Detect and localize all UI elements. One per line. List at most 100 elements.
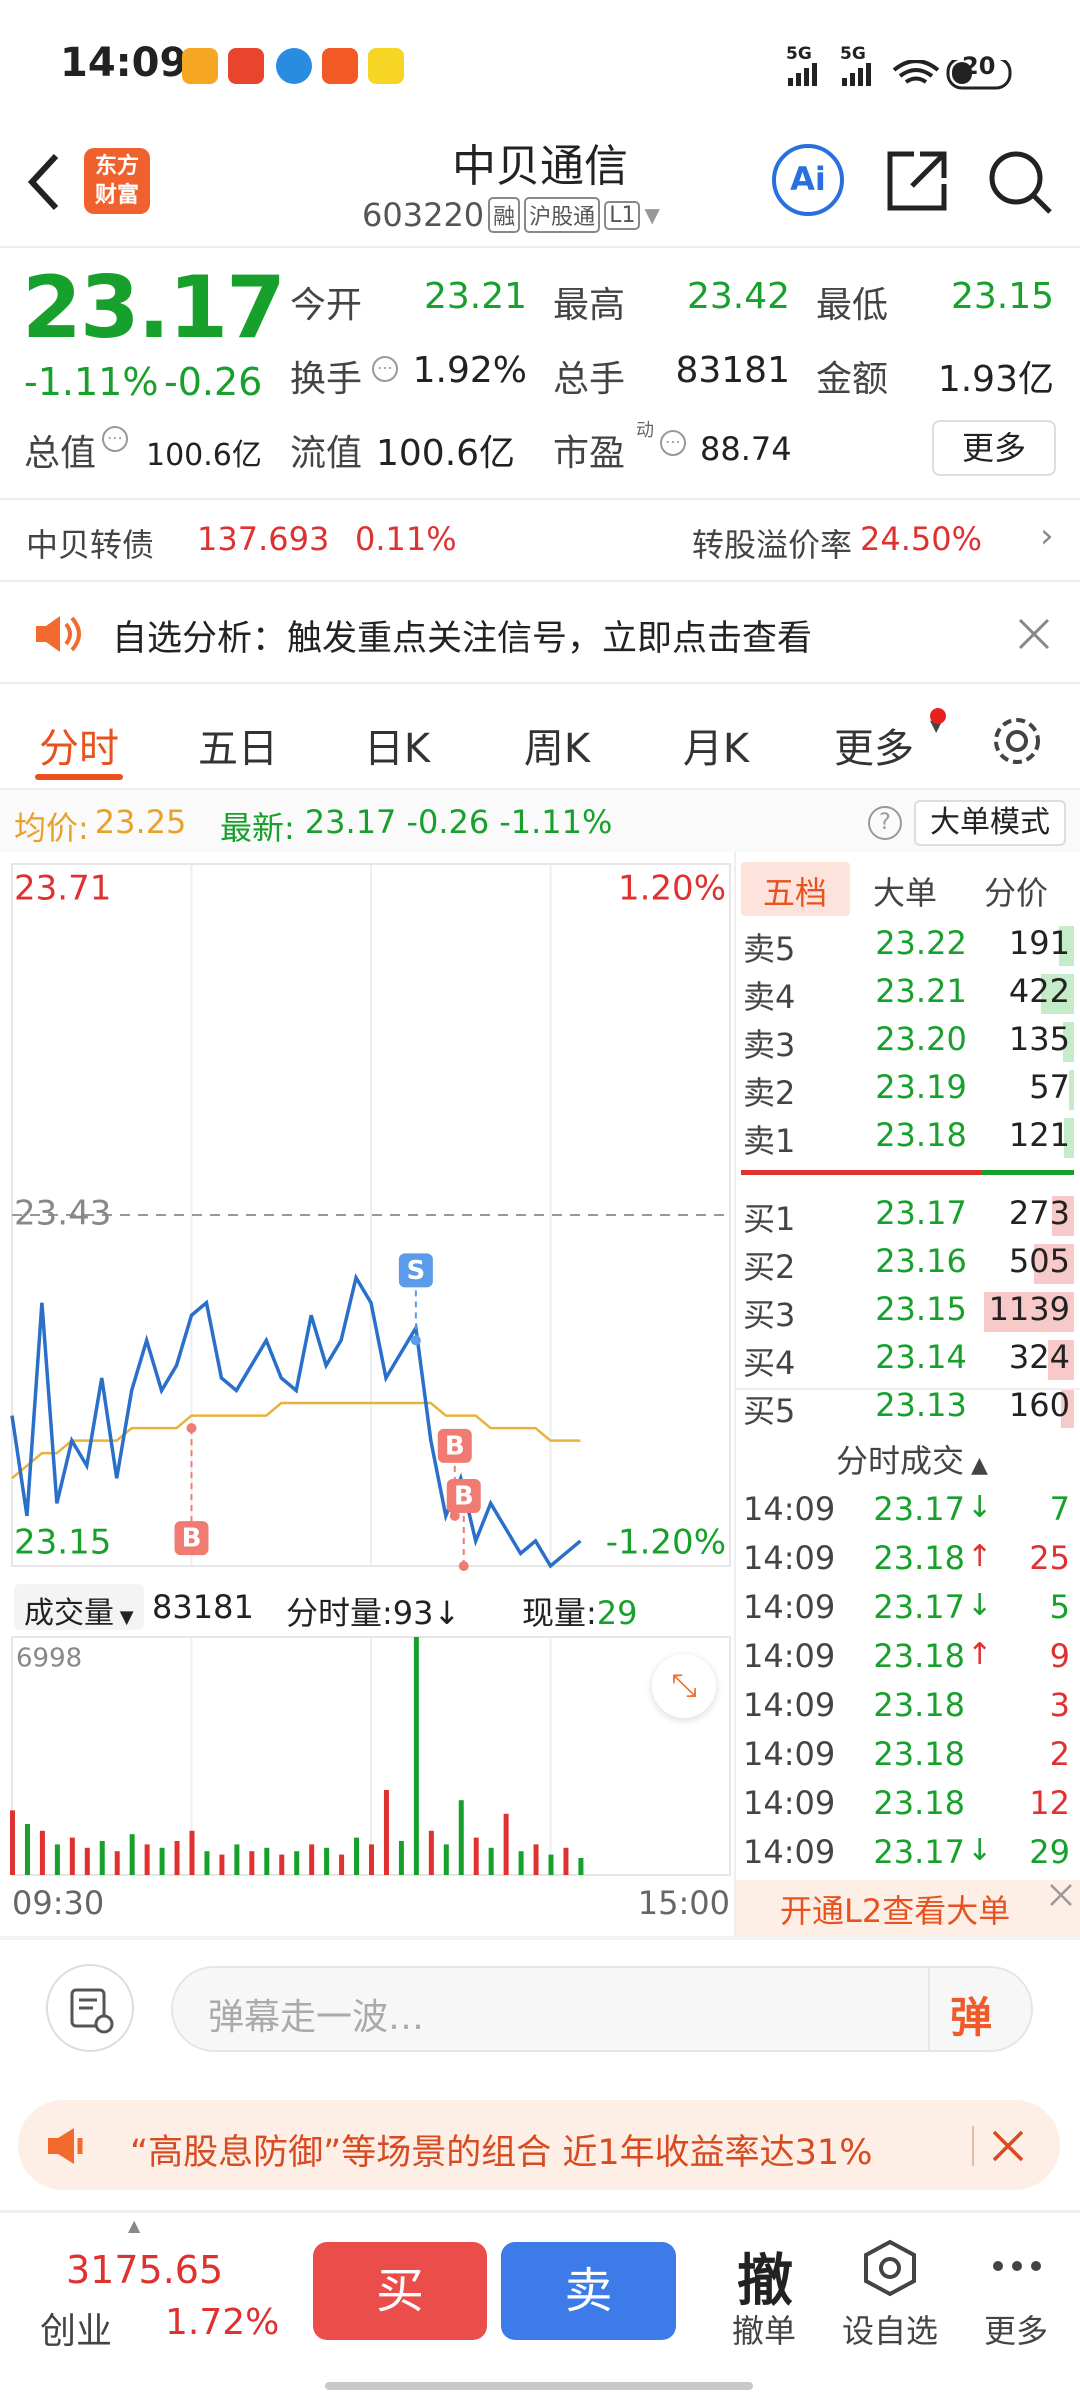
stat-value: 83181 <box>675 350 790 391</box>
help-icon[interactable]: ? <box>868 806 902 840</box>
book-tab[interactable]: 分价 <box>983 874 1048 912</box>
stock-code: 603220 <box>362 196 485 234</box>
annotation-point <box>449 1510 460 1521</box>
trade-volume: 12 <box>1029 1784 1070 1822</box>
volume-bar <box>398 1840 404 1875</box>
stat-label: 最高 <box>553 285 626 326</box>
volume-bar <box>294 1851 300 1875</box>
settings-button[interactable] <box>990 714 1044 768</box>
volume-bar <box>383 1789 389 1875</box>
minute-volume: 分时量:93↓ <box>286 1588 460 1634</box>
bond-pct: 0.11% <box>355 520 457 558</box>
more-icon[interactable] <box>992 2256 1042 2276</box>
volume-bar <box>413 1637 419 1875</box>
ad-banner[interactable] <box>18 2100 1060 2190</box>
book-volume: 422 <box>1008 972 1070 1010</box>
book-label: 卖4 <box>743 978 796 1016</box>
info-icon[interactable]: ⋯ <box>102 426 128 452</box>
close-button[interactable] <box>1016 616 1052 652</box>
book-volume: 324 <box>1008 1338 1070 1376</box>
book-tab[interactable]: 大单 <box>872 874 937 912</box>
book-price: 23.21 <box>875 972 967 1010</box>
current-label: 现量: <box>522 1594 597 1632</box>
tab[interactable]: 更多 <box>834 726 914 772</box>
tab[interactable]: 分时 <box>39 726 119 772</box>
x-tick-label: 15:00 <box>638 1884 730 1922</box>
index-value[interactable]: 3175.65 <box>66 2248 224 2292</box>
tab[interactable]: 周K <box>523 726 591 772</box>
book-volume: 121 <box>1008 1116 1070 1154</box>
notice-text: 自选分析：触发重点关注信号，立即点击查看 <box>112 619 813 659</box>
y-tick-label: 23.15 <box>14 1523 111 1563</box>
watch-icon[interactable] <box>862 2238 918 2298</box>
book-tab[interactable]: 五档 <box>762 874 827 912</box>
volume-bar <box>309 1844 315 1875</box>
close-button[interactable] <box>1048 1882 1074 1908</box>
buy-button[interactable]: 买 <box>313 2242 487 2340</box>
annotation-badge <box>446 1479 481 1513</box>
danmaku-button[interactable]: 弹 <box>950 1993 993 2042</box>
icon <box>70 1988 114 2034</box>
trade-volume: 25 <box>1029 1539 1070 1577</box>
mode-button[interactable]: 大单模式 <box>914 800 1066 846</box>
comment-input[interactable] <box>171 1966 1033 2052</box>
sort-arrow: ▲ <box>964 1453 988 1478</box>
tab[interactable]: 日K <box>363 726 431 772</box>
logo[interactable]: 东方 财富 <box>84 148 150 214</box>
tab[interactable]: 五日 <box>198 726 278 772</box>
tag: 沪股通 <box>524 197 601 233</box>
close-button[interactable] <box>990 2128 1026 2164</box>
search-button[interactable] <box>986 148 1056 218</box>
chevron[interactable]: › <box>1040 516 1054 556</box>
trade-volume: 3 <box>1049 1686 1070 1724</box>
stat-label: 市盈 <box>553 433 626 474</box>
avg-value: 23.25 <box>94 803 187 841</box>
divider <box>0 1936 1080 1940</box>
placeholder: 弹幕走一波… <box>208 1997 425 2038</box>
stat-value: 88.74 <box>700 430 792 468</box>
back-button[interactable] <box>24 150 64 214</box>
y2-tick-label: 1.20% <box>618 869 726 909</box>
network: 5G <box>840 44 866 64</box>
volume-bar <box>1040 974 1074 1014</box>
book-label: 卖2 <box>743 1074 796 1112</box>
danmaku-settings[interactable] <box>46 1964 134 2052</box>
volume-bar <box>99 1840 105 1875</box>
dropdown-arrow[interactable]: ▼ <box>644 203 660 227</box>
volume-bar <box>984 1292 1074 1332</box>
annotation-label: B <box>445 1431 465 1461</box>
ai-button[interactable]: Ai <box>772 144 844 216</box>
stat-label: 换手 <box>290 359 363 400</box>
trade-price: 23.17 <box>873 1833 965 1871</box>
volume-bar <box>159 1847 165 1875</box>
volume-bar <box>443 1844 449 1875</box>
book-volume: 1139 <box>988 1290 1070 1328</box>
bond-name: 中贝转债 <box>26 526 155 564</box>
volume-selector[interactable] <box>14 1584 144 1630</box>
expand-button[interactable]: ⤡ <box>652 1654 716 1718</box>
stat-value: 100.6亿 <box>146 438 262 473</box>
volume-bar <box>1052 1196 1074 1236</box>
latest-label: 最新: <box>220 809 295 847</box>
volume-bar <box>84 1847 90 1875</box>
volume-bar <box>144 1844 150 1875</box>
book-price: 23.16 <box>875 1242 967 1280</box>
book-label: 卖3 <box>743 1026 796 1064</box>
volume-bar <box>39 1830 45 1875</box>
volume-bar <box>69 1837 75 1875</box>
sell-button[interactable]: 卖 <box>501 2242 676 2340</box>
trade-time: 14:09 <box>743 1588 836 1626</box>
l2-banner[interactable] <box>736 1880 1080 1936</box>
divider <box>928 1968 930 2050</box>
trade-arrow: ↑ <box>967 1539 993 1574</box>
info-icon[interactable]: ⋯ <box>372 356 398 382</box>
more-button[interactable]: 更多 <box>932 420 1056 476</box>
notice-bar[interactable] <box>0 580 1080 684</box>
info-icon[interactable]: ⋯ <box>660 430 686 456</box>
tab[interactable]: 月K <box>682 726 750 772</box>
cancel-icon[interactable]: 撤 <box>737 2249 793 2314</box>
share-button[interactable] <box>884 148 954 214</box>
volume-bar <box>458 1800 464 1875</box>
stat-value: 23.42 <box>686 276 790 317</box>
